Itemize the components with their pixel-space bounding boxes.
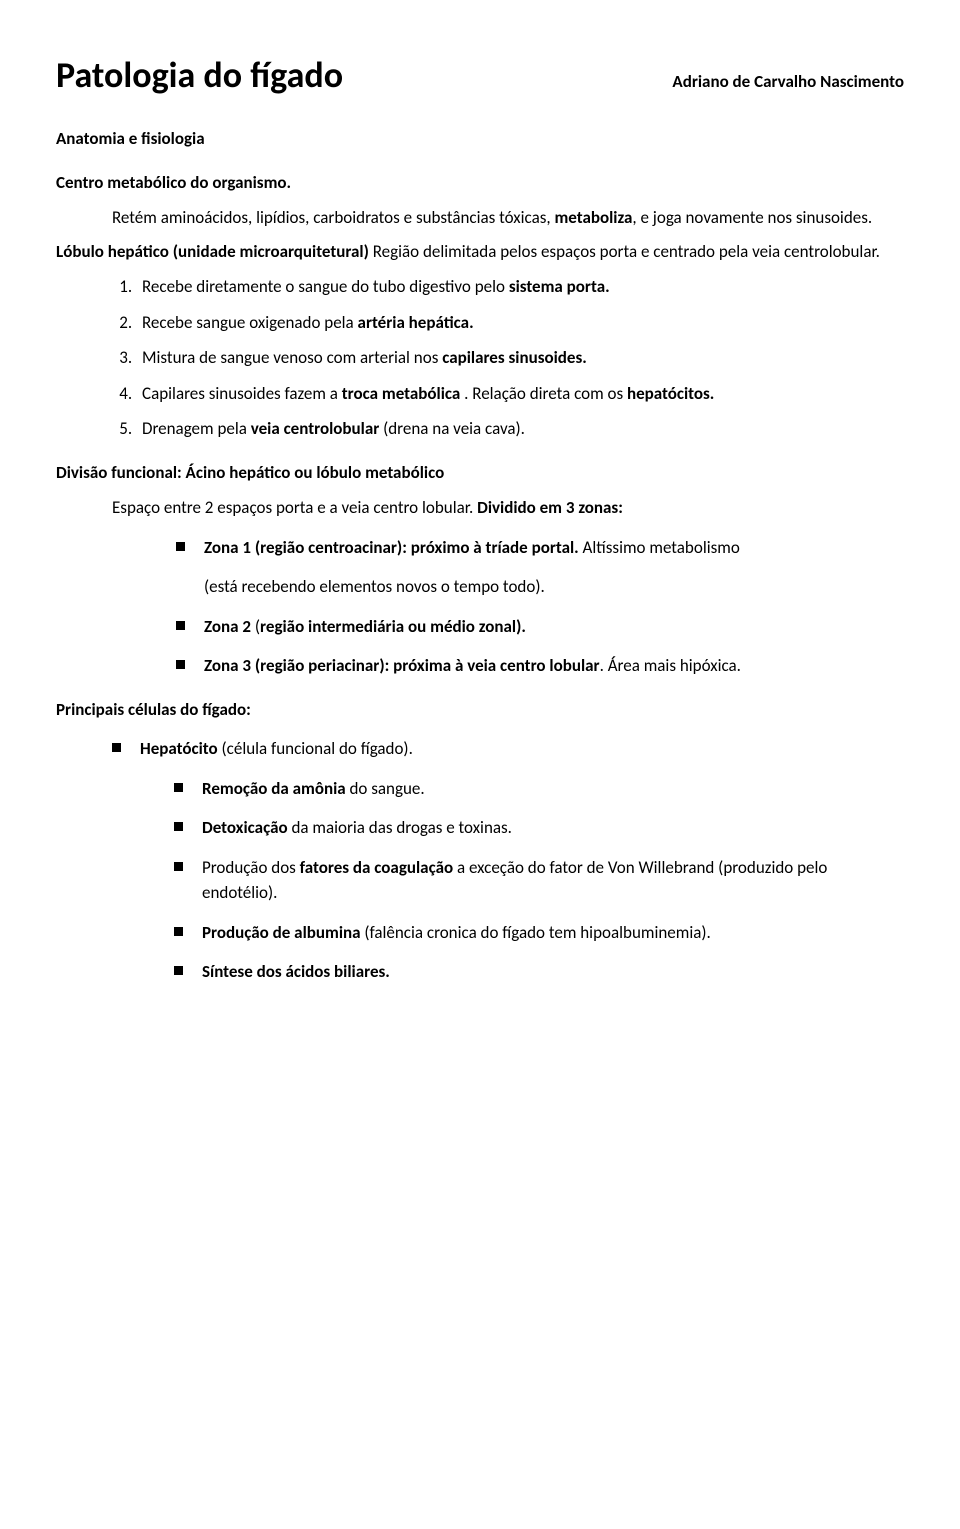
text: . Relação direta com os [460, 383, 627, 404]
hepatocyte-sublist: Remoção da amônia do sangue. Detoxicação… [174, 776, 904, 985]
text: Recebe diretamente o sangue do tubo dige… [142, 276, 509, 297]
text-bold: Produção de albumina [202, 922, 361, 943]
header: Patologia do fígado Adriano de Carvalho … [56, 48, 904, 102]
text-bold: capilares sinusoides. [442, 347, 587, 368]
para-lobule: Lóbulo hepático (unidade microarquitetur… [56, 239, 904, 265]
list-item: Recebe diretamente o sangue do tubo dige… [136, 274, 904, 300]
text-bold: Remoção da amônia [202, 778, 346, 799]
text-bold: metaboliza [554, 207, 632, 228]
list-item: Produção de albumina (falência cronica d… [174, 920, 904, 946]
text: (falência cronica do fígado tem hipoalbu… [361, 922, 711, 943]
text-bold: sistema porta. [509, 276, 610, 297]
text: Drenagem pela [142, 418, 251, 439]
text: da maioria das drogas e toxinas. [288, 817, 512, 838]
list-item: Detoxicação da maioria das drogas e toxi… [174, 815, 904, 841]
text-bold: hepatócitos. [627, 383, 714, 404]
text: , e joga novamente nos sinusoides. [632, 207, 872, 228]
text-bold: artéria hepática. [358, 312, 474, 333]
text-bold: fatores da coagulação [300, 857, 453, 878]
text-bold: Zona 3 (região periacinar): próxima à ve… [204, 655, 600, 676]
text-bold: Lóbulo hepático (unidade microarquitetur… [56, 241, 369, 262]
list-item: Drenagem pela veia centrolobular (drena … [136, 416, 904, 442]
text: Mistura de sangue venoso com arterial no… [142, 347, 442, 368]
text-bold: região intermediária ou médio zonal). [260, 616, 526, 637]
text: Capilares sinusoides fazem a [142, 383, 342, 404]
text-bold: Zona 1 (região centroacinar): próximo à … [204, 537, 579, 558]
list-item: Síntese dos ácidos biliares. [174, 959, 904, 985]
list-item: Mistura de sangue venoso com arterial no… [136, 345, 904, 371]
list-item-zone3: Zona 3 (região periacinar): próxima à ve… [176, 653, 904, 679]
list-item-zone2: Zona 2 (região intermediária ou médio zo… [176, 614, 904, 640]
list-item: Produção dos fatores da coagulação a exc… [174, 855, 904, 906]
list-item: Capilares sinusoides fazem a troca metab… [136, 381, 904, 407]
text: Retém aminoácidos, lipídios, carboidrato… [112, 207, 554, 228]
list-item: Remoção da amônia do sangue. [174, 776, 904, 802]
text: Altíssimo metabolismo [579, 537, 740, 558]
text: . Área mais hipóxica. [600, 655, 741, 676]
list-item-hepatocyte: Hepatócito (célula funcional do fígado).… [112, 736, 904, 985]
text: Espaço entre 2 espaços porta e a veia ce… [112, 497, 477, 518]
numbered-list: Recebe diretamente o sangue do tubo dige… [112, 274, 904, 442]
text-bold: troca metabólica [342, 383, 461, 404]
text: Recebe sangue oxigenado pela [142, 312, 358, 333]
text: (drena na veia cava). [379, 418, 525, 439]
text-bold: Zona 2 [204, 616, 255, 637]
section-cells-h: Principais células do fígado: [56, 697, 904, 723]
text-bold: Hepatócito [140, 738, 218, 759]
cells-list: Hepatócito (célula funcional do fígado).… [112, 736, 904, 985]
text: (célula funcional do fígado). [218, 738, 413, 759]
list-item: Recebe sangue oxigenado pela artéria hep… [136, 310, 904, 336]
para-space: Espaço entre 2 espaços porta e a veia ce… [112, 495, 904, 521]
text: Produção dos [202, 857, 300, 878]
zone1-extra: (está recebendo elementos novos o tempo … [204, 574, 904, 600]
text: do sangue. [346, 778, 425, 799]
text-bold: Detoxicação [202, 817, 288, 838]
section-division-h: Divisão funcional: Ácino hepático ou lób… [56, 460, 904, 486]
section-anatomy-h: Anatomia e fisiologia [56, 126, 904, 152]
text: Região delimitada pelos espaços porta e … [369, 241, 880, 262]
author-name: Adriano de Carvalho Nascimento [672, 69, 904, 95]
page-title: Patologia do fígado [56, 48, 343, 102]
para-retains: Retém aminoácidos, lipídios, carboidrato… [112, 205, 904, 231]
text-bold: Síntese dos ácidos biliares. [202, 961, 390, 982]
text-bold: Dividido em 3 zonas: [477, 497, 623, 518]
section-anatomy-sub: Centro metabólico do organismo. [56, 170, 904, 196]
list-item-zone1: Zona 1 (região centroacinar): próximo à … [176, 535, 904, 600]
zone-list: Zona 1 (região centroacinar): próximo à … [176, 535, 904, 679]
text-bold: veia centrolobular [251, 418, 380, 439]
